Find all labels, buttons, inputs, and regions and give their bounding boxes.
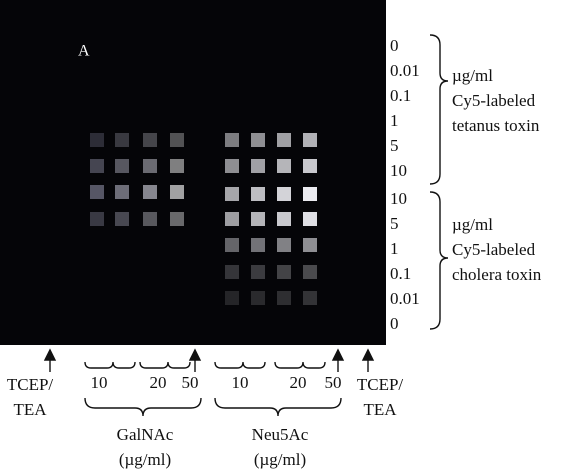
spot xyxy=(225,238,239,252)
spot xyxy=(90,212,104,226)
spot xyxy=(225,212,239,226)
spot xyxy=(225,133,239,147)
sugar-label: (µg/ml) xyxy=(254,450,306,469)
sugar-label: GalNAc xyxy=(117,425,174,444)
brace xyxy=(85,398,201,416)
spot xyxy=(251,133,265,147)
concentration-label: 10 xyxy=(232,373,249,392)
spot xyxy=(251,238,265,252)
brace xyxy=(430,192,448,329)
sugar-label: (µg/ml) xyxy=(119,450,171,469)
concentration-label: 10 xyxy=(91,373,108,392)
control-label: TEA xyxy=(13,400,47,419)
spot xyxy=(115,212,129,226)
arrow xyxy=(190,350,200,372)
spot xyxy=(303,187,317,201)
sugar-label: Neu5Ac xyxy=(252,425,309,444)
spot xyxy=(277,187,291,201)
spot xyxy=(303,238,317,252)
toxin-label: cholera toxin xyxy=(452,265,542,284)
spot xyxy=(115,185,129,199)
concentration-label: 50 xyxy=(182,373,199,392)
spot xyxy=(143,212,157,226)
concentration-label: 0.01 xyxy=(390,61,420,80)
concentration-label: 1 xyxy=(390,111,399,130)
spot xyxy=(251,291,265,305)
concentration-label: 0.1 xyxy=(390,86,411,105)
concentration-label: 5 xyxy=(390,136,399,155)
panel-label: A xyxy=(78,43,90,60)
brace xyxy=(85,362,135,368)
spot xyxy=(225,159,239,173)
spot xyxy=(170,185,184,199)
toxin-label: µg/ml xyxy=(452,66,493,85)
brace xyxy=(140,362,190,368)
concentration-label: 20 xyxy=(150,373,167,392)
spot xyxy=(277,265,291,279)
control-label: TCEP/ xyxy=(7,375,54,394)
spot xyxy=(277,291,291,305)
spot xyxy=(251,187,265,201)
arrow xyxy=(333,350,343,372)
concentration-label: 0 xyxy=(390,36,399,55)
concentration-label: 1 xyxy=(390,239,399,258)
toxin-label: Cy5-labeled xyxy=(452,91,536,110)
figure: A 0 0.01 0.1 1 5 10 10 5 1 0.1 0.01 0 µg/ml Cy5-label… xyxy=(0,0,574,475)
concentration-label: 0 xyxy=(390,314,399,333)
toxin-label: Cy5-labeled xyxy=(452,240,536,259)
spot xyxy=(303,291,317,305)
spot xyxy=(303,212,317,226)
spot xyxy=(143,159,157,173)
brace xyxy=(215,362,265,368)
spot xyxy=(225,291,239,305)
spot xyxy=(277,238,291,252)
array-image xyxy=(0,0,386,345)
concentration-label: 0.01 xyxy=(390,289,420,308)
spot xyxy=(170,133,184,147)
spot xyxy=(115,159,129,173)
concentration-label: 0.1 xyxy=(390,264,411,283)
control-label: TEA xyxy=(363,400,397,419)
spot xyxy=(170,159,184,173)
spot xyxy=(303,159,317,173)
spot xyxy=(90,159,104,173)
spot xyxy=(277,133,291,147)
spot xyxy=(143,133,157,147)
concentration-label: 50 xyxy=(325,373,342,392)
concentration-label: 20 xyxy=(290,373,307,392)
spot xyxy=(277,212,291,226)
spot xyxy=(143,185,157,199)
spot xyxy=(225,187,239,201)
spot xyxy=(251,159,265,173)
spot xyxy=(115,133,129,147)
spot xyxy=(251,265,265,279)
brace xyxy=(275,362,325,368)
spot xyxy=(251,212,265,226)
arrow xyxy=(363,350,373,372)
concentration-label: 5 xyxy=(390,214,399,233)
concentration-label: 10 xyxy=(390,189,407,208)
spot xyxy=(90,185,104,199)
spot xyxy=(170,212,184,226)
spot xyxy=(303,133,317,147)
control-label: TCEP/ xyxy=(357,375,404,394)
arrow xyxy=(45,350,55,372)
toxin-label: tetanus toxin xyxy=(452,116,540,135)
brace xyxy=(430,35,448,184)
spot xyxy=(90,133,104,147)
concentration-label: 10 xyxy=(390,161,407,180)
brace xyxy=(215,398,341,416)
spot xyxy=(303,265,317,279)
spot xyxy=(225,265,239,279)
toxin-label: µg/ml xyxy=(452,215,493,234)
spot xyxy=(277,159,291,173)
